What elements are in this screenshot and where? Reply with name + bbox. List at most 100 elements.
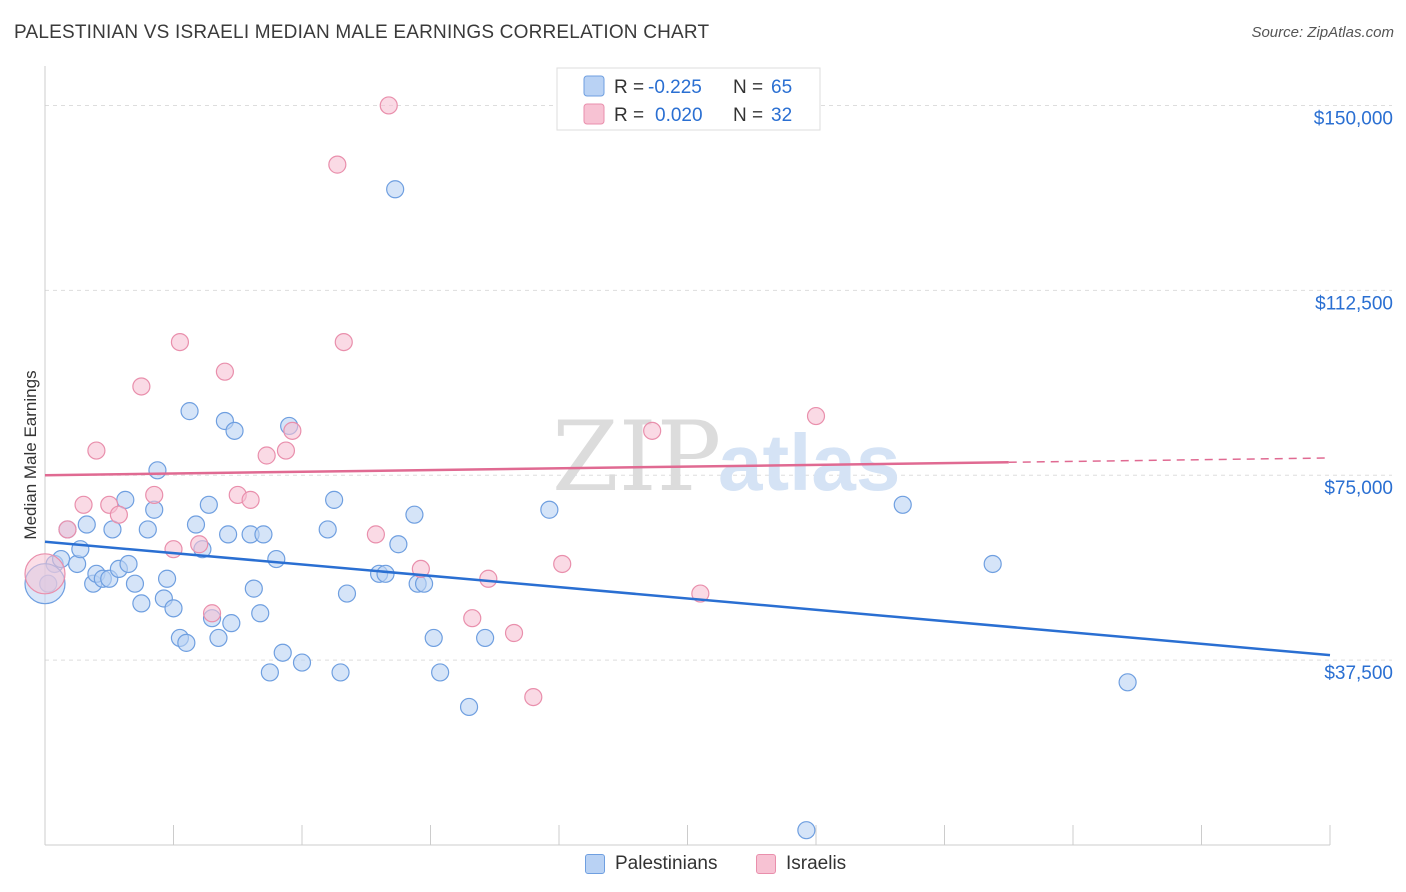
legend-r-label-1: R = — [614, 77, 644, 98]
data-point — [643, 421, 662, 440]
legend-bottom: Palestinians Israelis — [0, 850, 1406, 880]
y-tick-label: $37,500 — [1324, 663, 1393, 684]
data-point — [337, 584, 357, 603]
data-point — [199, 495, 218, 514]
legend-swatch — [756, 854, 776, 874]
data-point — [222, 614, 241, 633]
data-point — [209, 628, 228, 648]
data-point — [145, 485, 164, 505]
data-point — [431, 663, 450, 682]
data-point — [983, 554, 1002, 574]
chart-title: PALESTINIAN VS ISRAELI MEDIAN MALE EARNI… — [14, 22, 710, 43]
data-point — [164, 599, 183, 618]
watermark: ZIP atlas — [552, 401, 900, 513]
data-point — [553, 554, 572, 574]
y-tick-label: $112,500 — [1315, 293, 1393, 314]
data-point — [292, 653, 312, 672]
data-point — [186, 515, 206, 534]
data-point — [148, 461, 167, 480]
y-tick-label: $75,000 — [1324, 478, 1393, 499]
data-point — [74, 495, 93, 514]
data-point — [479, 569, 498, 588]
data-point — [58, 520, 77, 539]
data-point — [219, 525, 238, 544]
data-point — [177, 633, 196, 652]
data-point — [190, 535, 209, 554]
scatter-chart: ZIP atlas $37,500 $75,000 $112,500 $150,000… — [21, 66, 1393, 846]
data-point — [797, 821, 816, 840]
data-point — [328, 155, 347, 174]
data-point — [164, 540, 183, 559]
data-point — [77, 515, 96, 534]
data-point — [283, 421, 302, 440]
trend-lines — [44, 457, 1331, 657]
data-point — [132, 377, 151, 396]
legend-r-value-1: -0.225 — [648, 77, 702, 98]
data-point — [109, 505, 128, 524]
legend-n-label-1: N = — [733, 77, 763, 98]
data-point — [806, 406, 826, 426]
data-point — [180, 402, 199, 421]
trend-line-extension — [1008, 457, 1331, 464]
data-point — [331, 663, 350, 682]
source-label: Source: ZipAtlas.com — [1251, 24, 1394, 41]
data-point — [414, 574, 434, 593]
data-point — [273, 643, 292, 662]
data-point — [87, 441, 106, 460]
data-point — [260, 663, 279, 682]
data-point — [276, 441, 296, 460]
legend-n-value-2: 32 — [771, 105, 792, 126]
data-point — [241, 490, 260, 509]
data-point — [68, 554, 87, 574]
y-tick-label: $150,000 — [1314, 108, 1393, 129]
data-point — [463, 609, 482, 628]
data-point — [893, 495, 912, 514]
watermark-zip: ZIP — [552, 401, 721, 513]
y-axis-label: Median Male Earnings — [21, 370, 40, 539]
data-point — [138, 520, 157, 539]
data-point — [386, 180, 405, 199]
data-point — [318, 520, 337, 539]
legend-top: R = -0.225 N = 65 R = 0.020 N = 32 — [556, 67, 821, 131]
data-point — [24, 553, 66, 595]
trend-line — [44, 540, 1331, 657]
data-point — [524, 687, 543, 707]
legend-swatch-israelis — [583, 103, 605, 125]
legend-swatch-palestinians — [583, 75, 605, 97]
trend-line — [44, 461, 1009, 477]
legend-r-value-2: 0.020 — [655, 105, 703, 126]
legend-r-label-2: R = — [614, 105, 644, 126]
legend-n-label-2: N = — [733, 105, 763, 126]
watermark-atlas: atlas — [718, 418, 900, 507]
legend-label: Israelis — [786, 853, 847, 874]
data-point — [1118, 673, 1137, 692]
legend-label: Palestinians — [615, 853, 718, 874]
data-point — [215, 362, 234, 381]
data-point — [424, 628, 443, 648]
data-point — [376, 564, 395, 583]
data-point — [366, 525, 385, 544]
data-point — [254, 525, 273, 544]
data-point — [251, 604, 270, 623]
data-point — [405, 505, 424, 524]
data-point — [202, 604, 222, 623]
data-point — [119, 554, 138, 574]
data-point — [379, 96, 398, 115]
data-point — [244, 579, 263, 598]
data-point — [157, 569, 177, 588]
legend-item-israelis[interactable]: Israelis — [756, 853, 846, 875]
legend-swatch — [585, 854, 605, 874]
data-point — [267, 549, 286, 569]
data-point — [691, 584, 710, 603]
data-point — [170, 333, 190, 352]
series-israelis-points — [24, 96, 826, 707]
data-point — [334, 333, 353, 352]
data-point — [411, 559, 430, 578]
data-point — [225, 421, 244, 440]
data-point — [504, 623, 524, 643]
grid-lines — [45, 104, 1392, 661]
data-point — [257, 446, 276, 465]
legend-item-palestinians[interactable]: Palestinians — [585, 853, 717, 875]
data-point — [325, 490, 344, 509]
axes — [44, 66, 1331, 846]
